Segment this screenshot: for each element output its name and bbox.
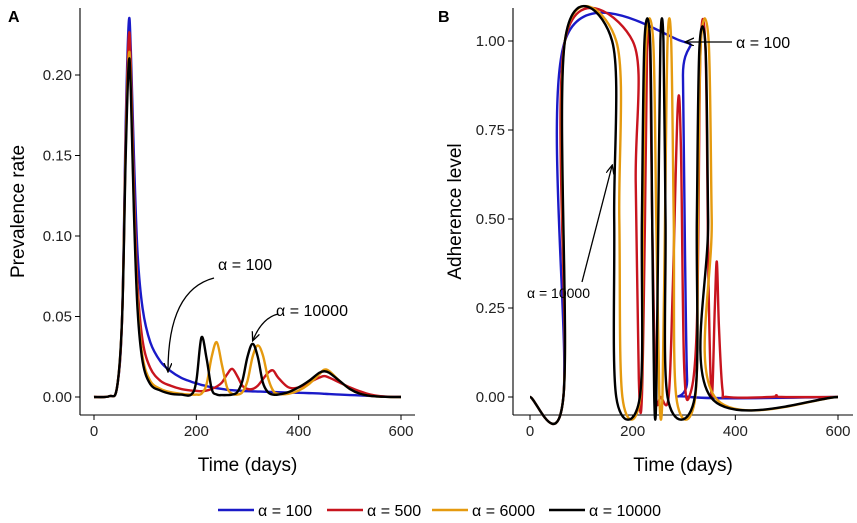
series-line-10000 bbox=[93, 57, 402, 399]
y-axis-title: Adherence level bbox=[445, 143, 466, 279]
x-tick-label: 200 bbox=[620, 423, 645, 440]
legend-label: α = 100 bbox=[258, 503, 312, 520]
annotation-arrow bbox=[581, 166, 612, 283]
y-tick-label: 1.00 bbox=[476, 33, 505, 50]
annotation-label: α = 100 bbox=[736, 35, 790, 52]
panel-tag-b: B bbox=[438, 9, 450, 26]
y-tick-label: 0.00 bbox=[476, 389, 505, 406]
annotation-arrow bbox=[253, 313, 279, 340]
y-tick-label: 0.25 bbox=[476, 300, 505, 317]
x-tick-label: 400 bbox=[286, 423, 311, 440]
legend-label: α = 6000 bbox=[472, 503, 535, 520]
x-tick-label: 400 bbox=[723, 423, 748, 440]
y-tick-label: 0.20 bbox=[43, 67, 72, 84]
series-line-10000 bbox=[529, 4, 839, 426]
annotation-label: α = 10000 bbox=[527, 285, 590, 301]
x-axis-title: Time (days) bbox=[633, 455, 733, 476]
series-line-500 bbox=[529, 6, 839, 426]
x-tick-label: 200 bbox=[184, 423, 209, 440]
x-tick-label: 0 bbox=[90, 423, 98, 440]
y-tick-label: 0.50 bbox=[476, 211, 505, 228]
y-tick-label: 0.05 bbox=[43, 309, 72, 326]
panel-b: B 0 200 400 600 0.00 0.25 0.50 0.75 1.00 Time (day… bbox=[438, 4, 853, 476]
legend-label: α = 10000 bbox=[589, 503, 661, 520]
x-tick-label: 0 bbox=[526, 423, 534, 440]
legend: α = 100 α = 500 α = 6000 α = 10000 bbox=[218, 503, 661, 520]
x-tick-label: 600 bbox=[825, 423, 850, 440]
legend-label: α = 500 bbox=[367, 503, 421, 520]
x-axis-title: Time (days) bbox=[198, 455, 298, 476]
x-tick-label: 600 bbox=[388, 423, 413, 440]
y-axis-title: Prevalence rate bbox=[8, 145, 29, 278]
y-tick-label: 0.10 bbox=[43, 228, 72, 245]
annotation-label: α = 10000 bbox=[276, 303, 348, 320]
y-tick-label: 0.00 bbox=[43, 389, 72, 406]
y-tick-label: 0.75 bbox=[476, 122, 505, 139]
annotation-arrow bbox=[168, 277, 215, 371]
y-tick-label: 0.15 bbox=[43, 148, 72, 165]
panel-a: A 0 200 400 600 0.00 0.05 0.10 0.15 0.20 Time (day… bbox=[8, 8, 415, 476]
panel-tag-a: A bbox=[8, 9, 20, 26]
annotation-label: α = 100 bbox=[218, 257, 272, 274]
